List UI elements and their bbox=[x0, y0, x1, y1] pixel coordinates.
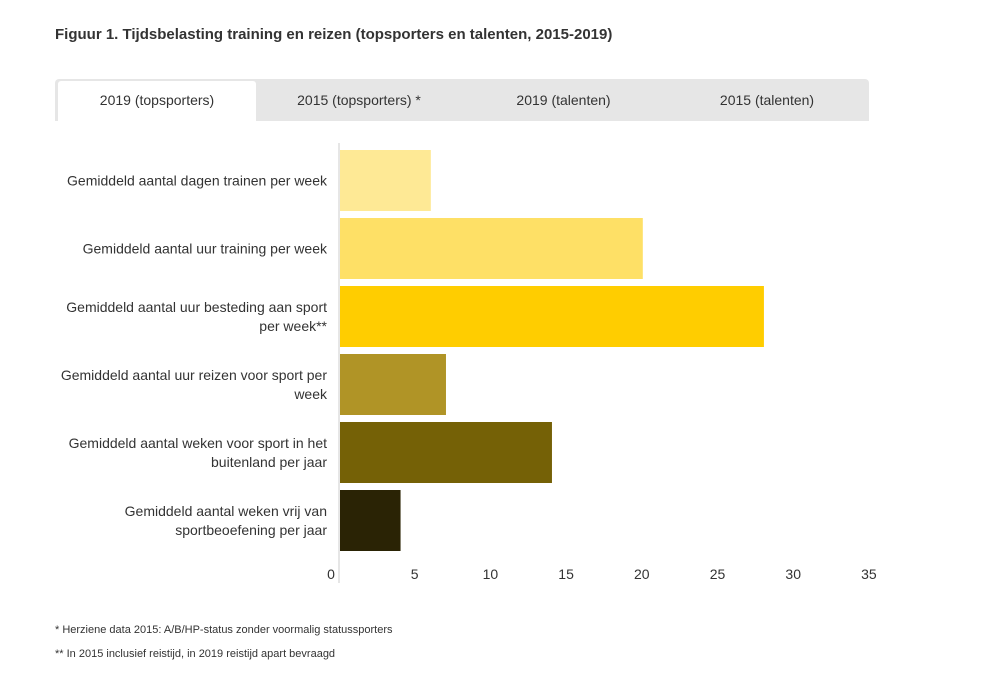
category-label-3-1: week bbox=[293, 386, 328, 402]
tab-2015-topsporters[interactable]: 2015 (topsporters) * bbox=[297, 92, 421, 108]
bar-3[interactable] bbox=[340, 354, 446, 415]
x-tick-label-0: 0 bbox=[327, 566, 335, 582]
x-tick-label-2: 10 bbox=[483, 566, 499, 582]
bar-chart: Gemiddeld aantal dagen trainen per week G… bbox=[61, 143, 877, 583]
category-label-4-1: buitenland per jaar bbox=[211, 454, 327, 470]
category-label-4-0: Gemiddeld aantal weken voor sport in het bbox=[69, 435, 327, 451]
category-label-0-0: Gemiddeld aantal dagen trainen per week bbox=[67, 173, 328, 189]
chart-title: Figuur 1. Tijdsbelasting training en rei… bbox=[55, 26, 613, 43]
bar-2[interactable] bbox=[340, 286, 764, 347]
category-label-3-0: Gemiddeld aantal uur reizen voor sport p… bbox=[61, 367, 327, 383]
category-label-1-0: Gemiddeld aantal uur training per week bbox=[83, 241, 328, 257]
x-tick-label-7: 35 bbox=[861, 566, 877, 582]
bar-0[interactable] bbox=[340, 150, 431, 211]
tab-2019-topsporters[interactable]: 2019 (topsporters) bbox=[58, 81, 256, 121]
category-label-5-1: sportbeoefening per jaar bbox=[175, 522, 327, 538]
tab-bar: 2019 (topsporters) 2015 (topsporters) * … bbox=[55, 79, 869, 121]
x-tick-label-4: 20 bbox=[634, 566, 650, 582]
x-tick-label-1: 5 bbox=[411, 566, 419, 582]
bar-4[interactable] bbox=[340, 422, 552, 483]
tab-2015-talenten[interactable]: 2015 (talenten) bbox=[719, 92, 815, 108]
category-label-2-1: per week** bbox=[259, 318, 327, 334]
x-tick-label-3: 15 bbox=[558, 566, 574, 582]
category-label-5-0: Gemiddeld aantal weken vrij van bbox=[125, 503, 327, 519]
footnote-revised-data: * Herziene data 2015: A/B/HP-status zond… bbox=[55, 624, 393, 636]
category-label-2-0: Gemiddeld aantal uur besteding aan sport bbox=[66, 299, 327, 315]
bar-5[interactable] bbox=[340, 490, 401, 551]
x-tick-label-5: 25 bbox=[710, 566, 726, 582]
x-tick-label-6: 30 bbox=[785, 566, 801, 582]
tab-2019-talenten[interactable]: 2019 (talenten) bbox=[516, 92, 611, 108]
bar-1[interactable] bbox=[340, 218, 643, 279]
footnote-travel-time: ** In 2015 inclusief reistijd, in 2019 r… bbox=[55, 648, 336, 660]
